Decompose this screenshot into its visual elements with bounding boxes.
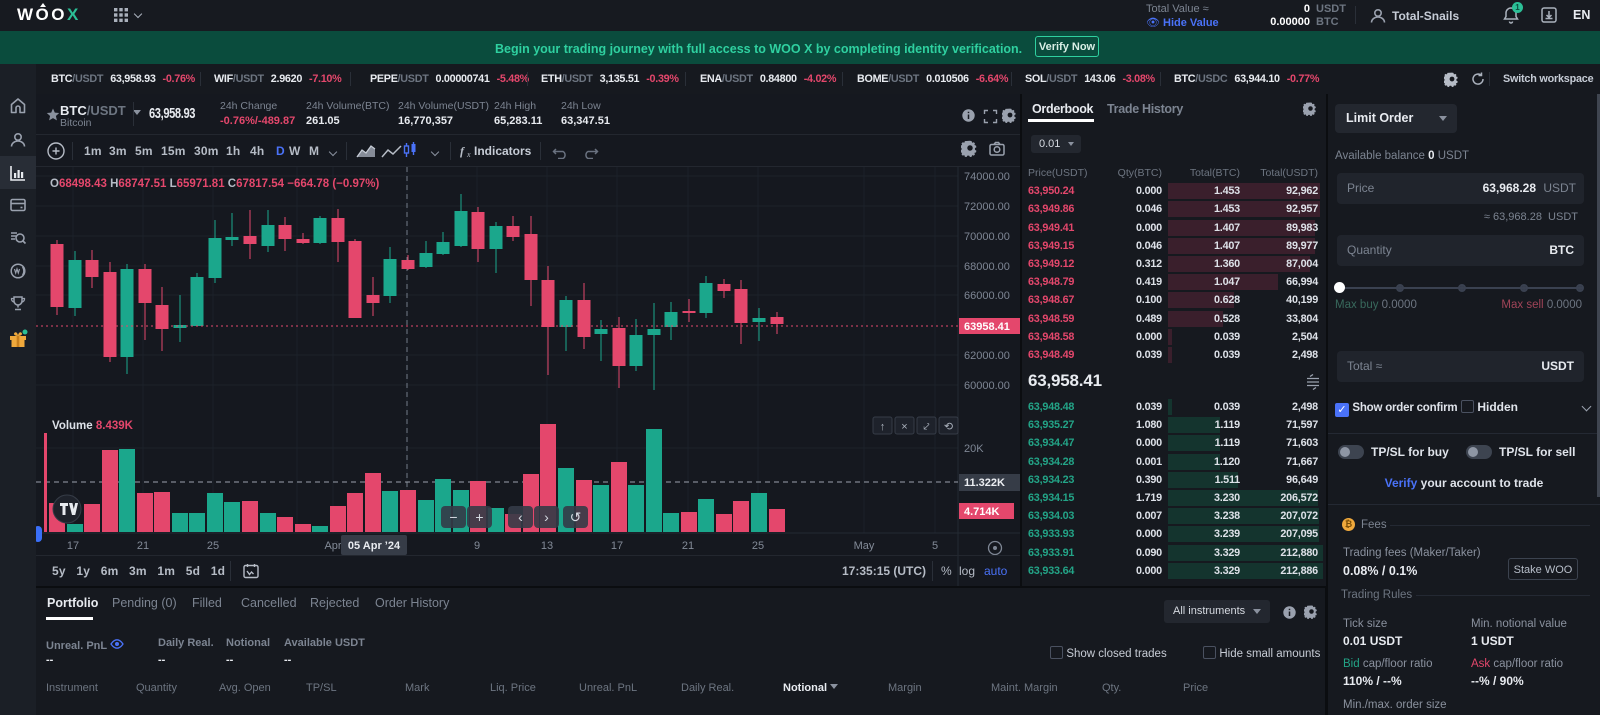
- svg-text:‹: ‹: [518, 509, 523, 525]
- svg-text:66000.00: 66000.00: [964, 290, 1010, 302]
- svg-text:13: 13: [541, 540, 553, 552]
- svg-text:↺: ↺: [570, 509, 582, 525]
- svg-text:Volume 8.439K: Volume 8.439K: [52, 420, 134, 432]
- svg-text:17: 17: [611, 540, 623, 552]
- svg-text:9: 9: [474, 540, 480, 552]
- svg-text:60000.00: 60000.00: [964, 380, 1010, 392]
- svg-text:74000.00: 74000.00: [964, 171, 1010, 183]
- svg-text:⟲: ⟲: [944, 421, 953, 433]
- svg-text:63958.41: 63958.41: [964, 321, 1010, 333]
- svg-text:›: ›: [544, 509, 549, 525]
- svg-text:Apr: Apr: [324, 540, 341, 552]
- svg-text:11.322K: 11.322K: [964, 477, 1005, 489]
- svg-text:62000.00: 62000.00: [964, 350, 1010, 362]
- svg-text:21: 21: [137, 540, 149, 552]
- svg-text:5: 5: [932, 540, 938, 552]
- svg-text:x: x: [466, 150, 471, 159]
- svg-text:4.714K: 4.714K: [964, 506, 1000, 518]
- svg-text:↑: ↑: [880, 421, 886, 433]
- svg-text:+: +: [475, 509, 483, 525]
- svg-text:May: May: [854, 540, 875, 552]
- svg-text:25: 25: [207, 540, 219, 552]
- svg-text:O68498.43 H68747.51 L65971.81: O68498.43 H68747.51 L65971.81 C67817.54 …: [50, 178, 379, 190]
- svg-text:17: 17: [67, 540, 79, 552]
- svg-text:−: −: [449, 509, 457, 525]
- svg-text:20K: 20K: [964, 443, 984, 455]
- svg-text:70000.00: 70000.00: [964, 231, 1010, 243]
- svg-text:21: 21: [682, 540, 694, 552]
- svg-text:25: 25: [752, 540, 764, 552]
- svg-text:68000.00: 68000.00: [964, 261, 1010, 273]
- svg-text:×: ×: [901, 421, 907, 433]
- svg-text:f: f: [460, 144, 465, 158]
- svg-text:⤦: ⤦: [923, 421, 929, 433]
- svg-text:72000.00: 72000.00: [964, 201, 1010, 213]
- svg-text:05 Apr ’24: 05 Apr ’24: [348, 540, 401, 552]
